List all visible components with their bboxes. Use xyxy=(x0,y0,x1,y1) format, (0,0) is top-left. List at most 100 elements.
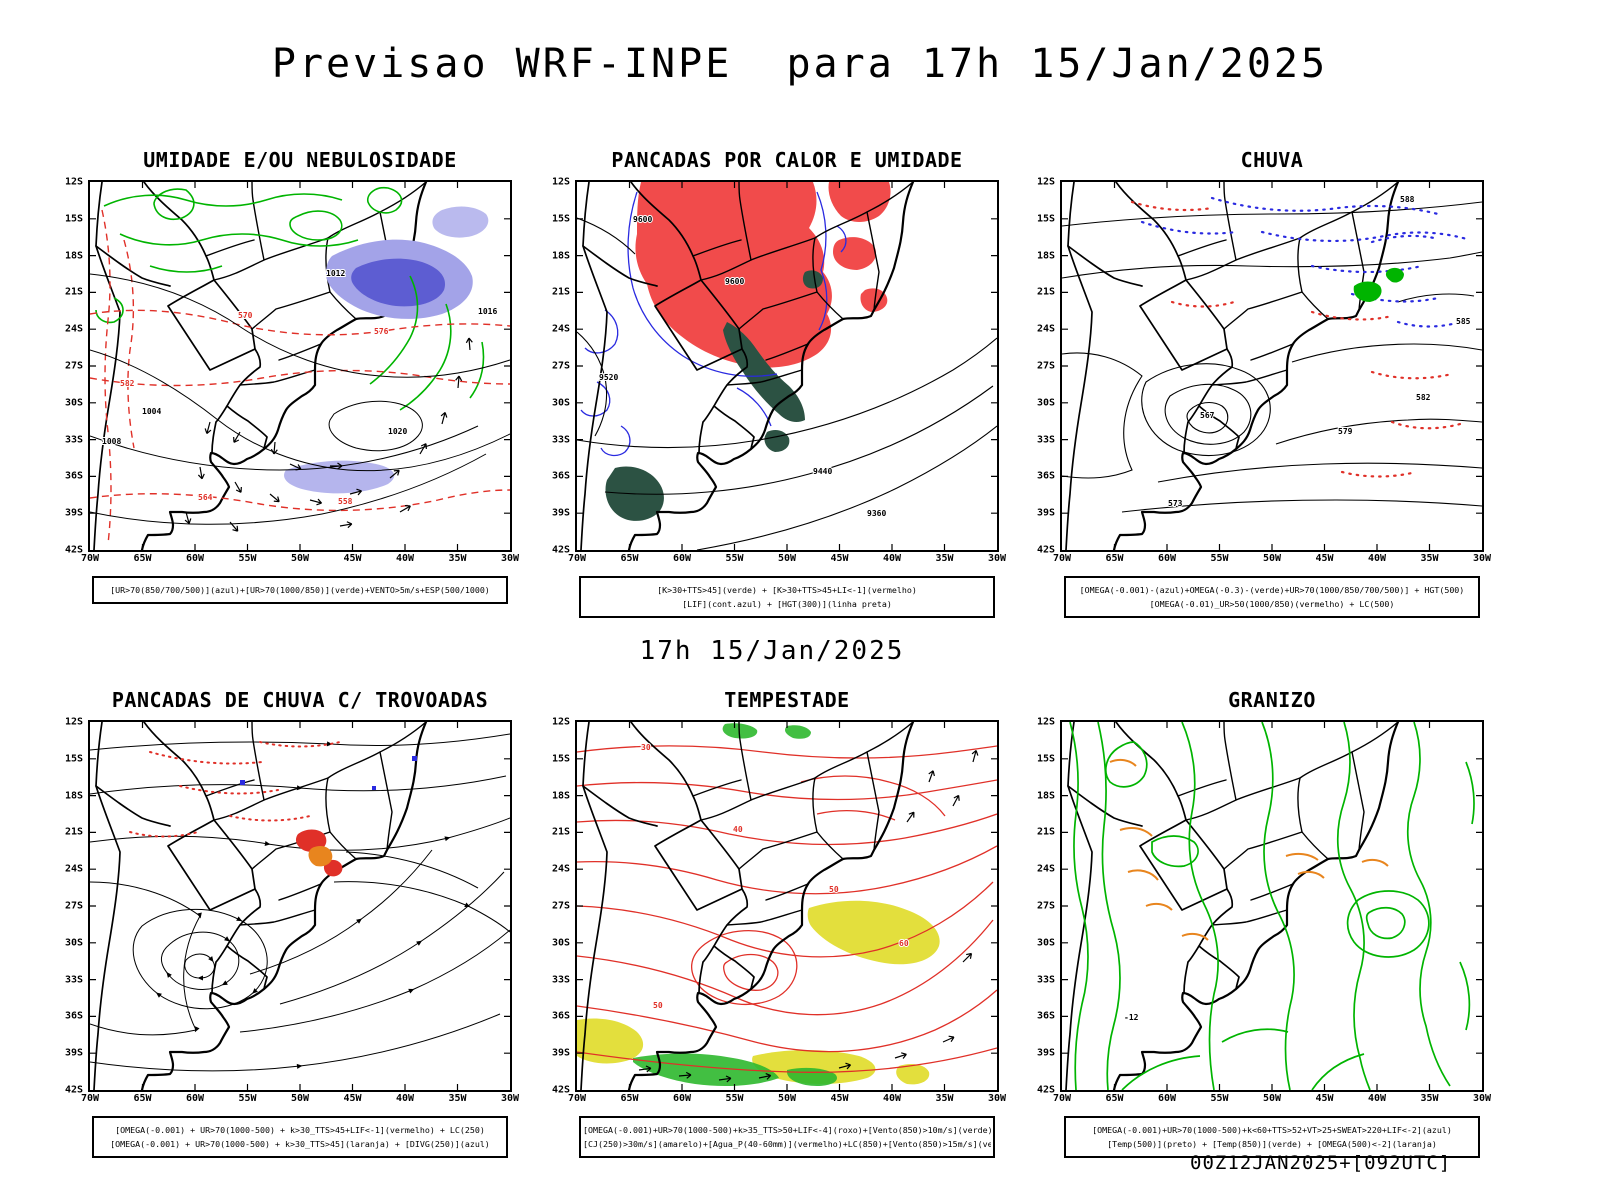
y-axis-tick-label: 42S xyxy=(551,544,570,556)
x-axis-chuva: 70W 65W 60W 55W 50W 45W 40W 35W 30W xyxy=(1053,552,1491,568)
x-axis-tick-label: 45W xyxy=(1315,553,1334,564)
y-axis-tick-label: 27S xyxy=(551,360,570,372)
x-axis-pancadas-calor: 70W 65W 60W 55W 50W 45W 40W 35W 30W xyxy=(568,552,1006,568)
contour-label: 60 xyxy=(899,939,909,948)
y-axis-tick-label: 33S xyxy=(1036,974,1055,986)
tempestade-overlay xyxy=(577,723,997,1086)
contour-label: 564 xyxy=(198,493,213,502)
legend-granizo: [OMEGA(-0.001)+UR>70(1000-500)+k<60+TTS>… xyxy=(1064,1116,1480,1159)
y-axis-tick-label: 36S xyxy=(64,470,83,482)
y-axis-tick-label: 18S xyxy=(64,790,83,802)
panel-title-tempestade: TEMPESTADE xyxy=(724,688,850,712)
y-axis-chuva: 12S 15S 18S 21S 24S 27S 30S 33S 36S 39S 42S xyxy=(1030,177,1060,556)
panel-title-trovoadas: PANCADAS DE CHUVA C/ TROVOADAS xyxy=(111,688,489,712)
x-axis-tick-label: 70W xyxy=(80,1093,100,1104)
legend-line: [OMEGA(-0.001)-(azul)+OMEGA(-0.3)-(verde… xyxy=(1079,585,1465,595)
map-umidade: 1012 1016 1020 1004 1008 576 570 582 558… xyxy=(88,180,512,552)
x-axis-tick-label: 40W xyxy=(1367,553,1387,564)
contour-label: 9440 xyxy=(813,467,832,476)
legend-tempestade: [OMEGA(-0.001)+UR>70(1000-500)+k>35_TTS>… xyxy=(579,1116,995,1159)
x-axis-tick-label: 55W xyxy=(725,553,744,564)
x-axis-tick-label: 35W xyxy=(935,1093,954,1104)
y-axis-tick-label: 18S xyxy=(551,250,570,262)
contour-label: 9600 xyxy=(633,215,652,224)
x-axis-tick-label: 55W xyxy=(238,553,257,564)
contour-label: 1012 xyxy=(326,269,345,278)
panel-pancadas-calor-umidade: PANCADAS POR CALOR E UMIDADE 12S 15S 18S 21… xyxy=(545,148,1006,619)
y-axis-tick-label: 36S xyxy=(551,1010,570,1022)
coastline-borders xyxy=(92,182,428,550)
panel-title-chuva: CHUVA xyxy=(1240,148,1304,172)
y-axis-tick-label: 12S xyxy=(64,176,83,188)
y-axis-tick-label: 12S xyxy=(551,176,570,188)
panel-tempestade: TEMPESTADE 12S 15S 18S 21S 24S 27S 30S 33S 36S 39… xyxy=(545,688,1006,1159)
legend-line: [CJ(250)>30m/s](amarelo)+[Agua_P(40-60mm… xyxy=(583,1139,991,1150)
y-axis-tick-label: 36S xyxy=(64,1010,83,1022)
legend-pancadas-calor: [K>30+TTS>45](verde) + [K>30+TTS>45+LI<-… xyxy=(579,576,995,619)
axis-ticks xyxy=(90,182,510,550)
page-title: Previsao WRF-INPE para 17h 15/Jan/2025 xyxy=(271,40,1329,87)
y-axis-tick-label: 39S xyxy=(1036,1047,1055,1059)
y-axis-tick-label: 24S xyxy=(64,323,83,335)
y-axis-tick-label: 42S xyxy=(551,1084,570,1096)
map-trovoadas xyxy=(88,720,512,1092)
legend-line: [K>30+TTS>45](verde) + [K>30+TTS>45+LI<-… xyxy=(657,585,917,595)
y-axis-tick-label: 30S xyxy=(551,397,570,409)
y-axis-tick-label: 12S xyxy=(64,716,83,728)
y-axis-tick-label: 18S xyxy=(64,250,83,262)
y-axis-tick-label: 24S xyxy=(64,863,83,875)
y-axis-tick-label: 21S xyxy=(551,286,570,298)
x-axis-tick-label: 35W xyxy=(1420,1093,1439,1104)
contour-label: 9600 xyxy=(725,277,744,286)
y-axis-tick-label: 39S xyxy=(551,1047,570,1059)
map-tempestade: 30 40 50 60 50 xyxy=(575,720,999,1092)
x-axis-tick-label: 40W xyxy=(882,553,902,564)
contour-label: 570 xyxy=(238,311,253,320)
map-canvas-trovoadas xyxy=(90,722,510,1090)
y-axis-tick-label: 27S xyxy=(64,900,83,912)
contour-label: 1020 xyxy=(388,427,407,436)
contour-label: 50 xyxy=(829,885,839,894)
map-canvas-chuva: 567 573 579 582 585 588 xyxy=(1062,182,1482,550)
y-axis-tick-label: 36S xyxy=(1036,1010,1055,1022)
panel-granizo: GRANIZO 12S 15S 18S 21S 24S 27S 30S 33S 36S 39S 42… xyxy=(1030,688,1491,1159)
x-axis-tick-label: 70W xyxy=(1052,1093,1072,1104)
x-axis-tick-label: 40W xyxy=(395,553,415,564)
x-axis-tick-label: 35W xyxy=(448,1093,467,1104)
run-info-label: 00Z12JAN2025+[092UTC] xyxy=(1190,1152,1452,1174)
y-axis-tick-label: 24S xyxy=(1036,323,1055,335)
x-axis-tick-label: 45W xyxy=(1315,1093,1334,1104)
x-axis-tick-label: 45W xyxy=(830,1093,849,1104)
map-chuva: 567 573 579 582 585 588 xyxy=(1060,180,1484,552)
y-axis-tick-label: 18S xyxy=(1036,790,1055,802)
map-canvas-granizo: -12 xyxy=(1062,722,1482,1090)
y-axis-trovoadas: 12S 15S 18S 21S 24S 27S 30S 33S 36S 39S 42S xyxy=(58,716,88,1096)
x-axis-tick-label: 50W xyxy=(1262,1093,1282,1104)
x-axis-tick-label: 30W xyxy=(1472,1093,1492,1104)
y-axis-tick-label: 30S xyxy=(64,397,83,409)
x-axis-tick-label: 30W xyxy=(500,553,520,564)
y-axis-tick-label: 21S xyxy=(64,286,83,298)
x-axis-tick-label: 60W xyxy=(672,1093,692,1104)
map-canvas-tempestade: 30 40 50 60 50 xyxy=(577,722,997,1090)
y-axis-tick-label: 39S xyxy=(64,1047,83,1059)
y-axis-granizo: 12S 15S 18S 21S 24S 27S 30S 33S 36S 39S 42S xyxy=(1030,717,1060,1096)
contour-label: 1008 xyxy=(102,437,121,446)
granizo-overlay xyxy=(1069,722,1475,1090)
y-axis-tick-label: 30S xyxy=(64,937,83,949)
x-axis-tick-label: 55W xyxy=(1210,553,1229,564)
x-axis-tick-label: 70W xyxy=(567,553,587,564)
valid-time-label: 17h 15/Jan/2025 xyxy=(639,636,905,666)
x-axis-tick-label: 70W xyxy=(567,1093,587,1104)
x-axis-tick-label: 60W xyxy=(185,553,205,564)
y-axis-tick-label: 27S xyxy=(64,360,83,372)
x-axis-tick-label: 50W xyxy=(1262,553,1282,564)
x-axis-tick-label: 40W xyxy=(882,1093,902,1104)
contour-label: 567 xyxy=(1200,411,1215,420)
x-axis-tick-label: 55W xyxy=(1210,1093,1229,1104)
umidade-overlay xyxy=(90,188,510,544)
y-axis-tick-label: 42S xyxy=(64,1084,83,1096)
x-axis-tick-label: 65W xyxy=(1105,553,1124,564)
legend-line: [OMEGA(-0.001)+UR>70(1000-500)+k>35_TTS>… xyxy=(583,1125,991,1135)
coastline-borders xyxy=(1064,182,1400,550)
